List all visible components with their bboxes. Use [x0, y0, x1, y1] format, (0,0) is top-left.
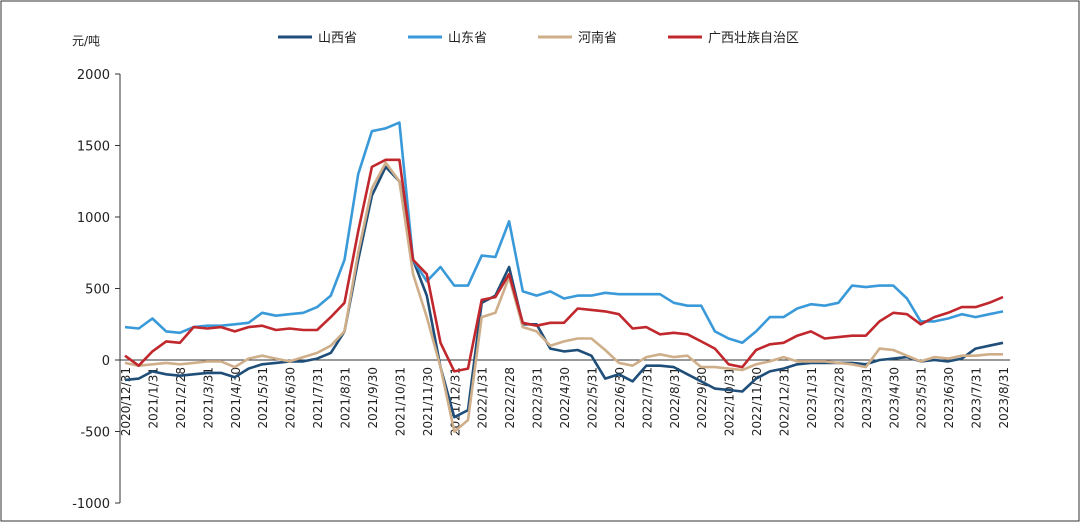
- x-tick-label: 2023/8/31: [997, 367, 1011, 429]
- x-tick-label: 2023/3/31: [860, 367, 874, 429]
- x-tick-label: 2023/4/30: [887, 367, 901, 429]
- x-tick-label: 2021/8/31: [339, 367, 353, 429]
- x-tick-label: 2023/5/31: [915, 367, 929, 429]
- x-tick-label: 2023/1/31: [805, 367, 819, 429]
- x-tick-label: 2021/5/31: [256, 367, 270, 429]
- x-tick-label: 2021/9/30: [366, 367, 380, 429]
- legend-label: 河南省: [578, 30, 617, 46]
- x-tick-label: 2022/8/31: [668, 367, 682, 429]
- x-tick-label: 2022/7/31: [640, 367, 654, 429]
- legend-label: 广西壮族自治区: [708, 30, 799, 46]
- x-tick-label: 2021/2/28: [174, 367, 188, 429]
- y-tick-label: 0: [102, 354, 110, 369]
- y-tick-label: 2000: [77, 68, 110, 83]
- x-tick-label: 2021/1/31: [146, 367, 160, 429]
- y-tick-label: 500: [85, 283, 110, 298]
- x-tick-label: 2023/2/28: [832, 367, 846, 429]
- y-tick-label: -1000: [72, 497, 110, 512]
- x-tick-label: 2021/4/30: [229, 367, 243, 429]
- x-tick-label: 2020/12/31: [119, 367, 133, 436]
- y-tick-label: -500: [80, 426, 110, 441]
- x-tick-label: 2023/6/30: [942, 367, 956, 429]
- x-tick-label: 2021/3/31: [201, 367, 215, 429]
- x-tick-label: 2022/1/31: [476, 367, 490, 429]
- x-tick-label: 2021/6/30: [284, 367, 298, 429]
- series-line: [124, 121, 1004, 345]
- x-tick-label: 2021/11/30: [421, 367, 435, 436]
- x-tick-label: 2022/10/31: [723, 367, 737, 436]
- x-tick-label: 2021/10/31: [393, 367, 407, 436]
- y-tick-label: 1500: [77, 140, 110, 155]
- x-tick-label: 2021/7/31: [311, 367, 325, 429]
- y-axis-label: 元/吨: [72, 34, 100, 48]
- x-tick-label: 2022/6/30: [613, 367, 627, 429]
- y-tick-label: 1000: [77, 211, 110, 226]
- series-line: [124, 165, 1004, 419]
- series-line: [124, 158, 1004, 373]
- x-tick-label: 2022/2/28: [503, 367, 517, 429]
- x-tick-label: 2022/4/30: [558, 367, 572, 429]
- x-tick-label: 2022/5/31: [585, 367, 599, 429]
- legend-label: 山西省: [318, 31, 357, 46]
- x-tick-label: 2023/7/31: [970, 367, 984, 429]
- x-tick-label: 2022/3/31: [531, 367, 545, 429]
- series-line: [124, 161, 1003, 433]
- legend-label: 山东省: [448, 31, 487, 46]
- x-tick-label: 2022/12/31: [778, 367, 792, 436]
- x-tick-label: 2022/11/30: [750, 367, 764, 436]
- x-tick-label: 2022/9/30: [695, 367, 709, 429]
